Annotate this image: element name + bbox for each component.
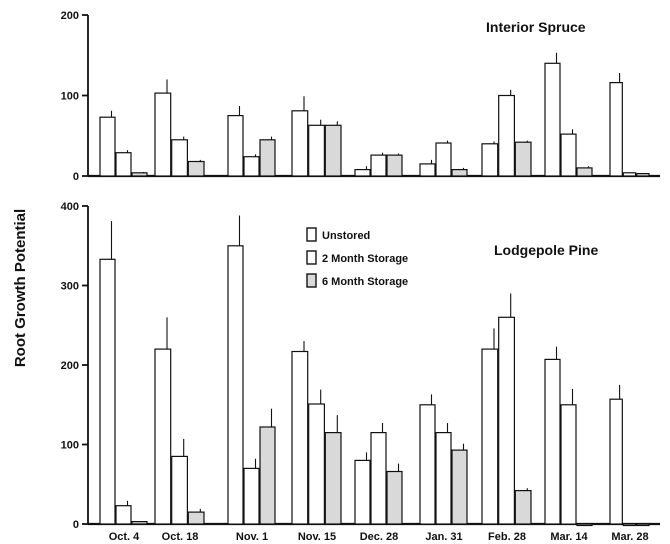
legend-swatch-six-month xyxy=(306,273,317,288)
panel-title-spruce: Interior Spruce xyxy=(486,19,586,35)
x-tick-label: Mar. 14 xyxy=(550,531,588,543)
bar-pine-unstored-6 xyxy=(481,348,499,525)
bar-spruce-two_month-0 xyxy=(115,152,132,177)
y-tick-label-pine: 0 xyxy=(73,519,79,531)
y-tick-label-pine: 200 xyxy=(61,360,79,372)
bar-spruce-unstored-6 xyxy=(481,143,499,177)
bar-spruce-six_month-8 xyxy=(636,173,650,177)
bar-pine-two_month-5 xyxy=(435,432,452,525)
bar-pine-unstored-8 xyxy=(609,398,623,525)
bar-pine-two_month-1 xyxy=(171,455,188,525)
bar-spruce-two_month-1 xyxy=(171,139,188,177)
bar-pine-six_month-7 xyxy=(576,523,593,527)
y-tick-label-spruce: 0 xyxy=(73,171,79,183)
y-tick-label-spruce: 200 xyxy=(61,10,79,22)
bar-pine-two_month-7 xyxy=(560,404,577,525)
x-tick-label: Nov. 15 xyxy=(298,531,336,543)
bar-spruce-six_month-6 xyxy=(514,141,532,177)
bar-pine-two_month-0 xyxy=(115,505,132,525)
bar-spruce-six_month-4 xyxy=(386,154,403,177)
legend: Unstored 2 Month Storage 6 Month Storage xyxy=(306,227,408,288)
bar-spruce-two_month-3 xyxy=(308,124,326,177)
legend-label-two-month: 2 Month Storage xyxy=(322,253,408,265)
bar-spruce-six_month-7 xyxy=(576,167,593,177)
x-tick-label: Oct. 18 xyxy=(162,531,199,543)
bar-pine-six_month-3 xyxy=(324,432,342,525)
legend-label-six-month: 6 Month Storage xyxy=(322,276,408,288)
bar-spruce-two_month-5 xyxy=(435,142,452,177)
bar-pine-six_month-2 xyxy=(259,426,276,525)
x-tick-label: Feb. 28 xyxy=(488,531,526,543)
bar-pine-six_month-8 xyxy=(636,523,650,527)
y-tick-label-spruce: 100 xyxy=(61,91,79,103)
bar-pine-unstored-7 xyxy=(544,358,561,525)
bar-pine-unstored-2 xyxy=(227,245,244,525)
bar-pine-two_month-3 xyxy=(308,403,326,525)
bar-spruce-unstored-1 xyxy=(154,92,172,177)
panel-lodgepole-pine: 0 100 200 300 400 xyxy=(61,201,660,531)
legend-swatch-two-month xyxy=(306,250,317,265)
y-tick-label-pine: 100 xyxy=(61,440,79,452)
bar-spruce-unstored-3 xyxy=(291,110,309,177)
x-tick-label: Nov. 1 xyxy=(236,531,268,543)
y-tick-label-pine: 300 xyxy=(61,281,79,293)
bar-pine-six_month-6 xyxy=(514,490,532,525)
bar-spruce-unstored-4 xyxy=(354,169,371,177)
bar-pine-unstored-5 xyxy=(419,404,436,525)
bar-spruce-two_month-2 xyxy=(243,156,260,177)
bar-pine-two_month-2 xyxy=(243,467,260,525)
bar-spruce-two_month-8 xyxy=(622,172,637,177)
bar-spruce-two_month-6 xyxy=(498,94,516,177)
bar-spruce-unstored-5 xyxy=(419,163,436,177)
panel-interior-spruce: 0 100 200 xyxy=(61,10,660,183)
bar-spruce-two_month-4 xyxy=(370,154,387,177)
bar-spruce-two_month-7 xyxy=(560,133,577,177)
bar-pine-two_month-4 xyxy=(370,432,387,525)
bar-spruce-unstored-8 xyxy=(609,81,623,177)
bar-pine-unstored-0 xyxy=(99,258,116,525)
bar-pine-six_month-4 xyxy=(386,470,403,525)
x-tick-label: Mar. 28 xyxy=(611,531,648,543)
bar-pine-unstored-4 xyxy=(354,459,371,525)
bar-spruce-six_month-0 xyxy=(131,172,148,177)
bar-pine-unstored-1 xyxy=(154,348,172,525)
bar-pine-two_month-6 xyxy=(498,316,516,525)
bar-spruce-six_month-2 xyxy=(259,139,276,177)
legend-label-unstored: Unstored xyxy=(322,230,370,242)
y-axis-label: Root Growth Potential xyxy=(12,209,29,367)
bar-pine-unstored-3 xyxy=(291,350,309,525)
bar-spruce-six_month-1 xyxy=(187,160,205,177)
y-tick-label-pine: 400 xyxy=(61,201,79,213)
bar-pine-six_month-5 xyxy=(451,449,468,525)
bar-spruce-six_month-3 xyxy=(324,124,342,177)
x-tick-label: Dec. 28 xyxy=(360,531,399,543)
panel-title-pine: Lodgepole Pine xyxy=(494,242,598,258)
bar-spruce-unstored-7 xyxy=(544,62,561,177)
bar-spruce-unstored-2 xyxy=(227,114,244,177)
x-tick-label: Jan. 31 xyxy=(425,531,462,543)
legend-swatch-unstored xyxy=(306,227,317,242)
x-tick-labels: Oct. 4 Oct. 18 Nov. 1 Nov. 15 Dec. 28 Jan. 31… xyxy=(109,531,649,543)
x-tick-label: Oct. 4 xyxy=(109,531,140,543)
bar-pine-six_month-0 xyxy=(131,520,148,525)
bar-pine-six_month-1 xyxy=(187,511,205,525)
bar-pine-two_month-8 xyxy=(622,523,637,527)
bar-spruce-unstored-0 xyxy=(99,116,116,177)
bar-spruce-six_month-5 xyxy=(451,169,468,177)
